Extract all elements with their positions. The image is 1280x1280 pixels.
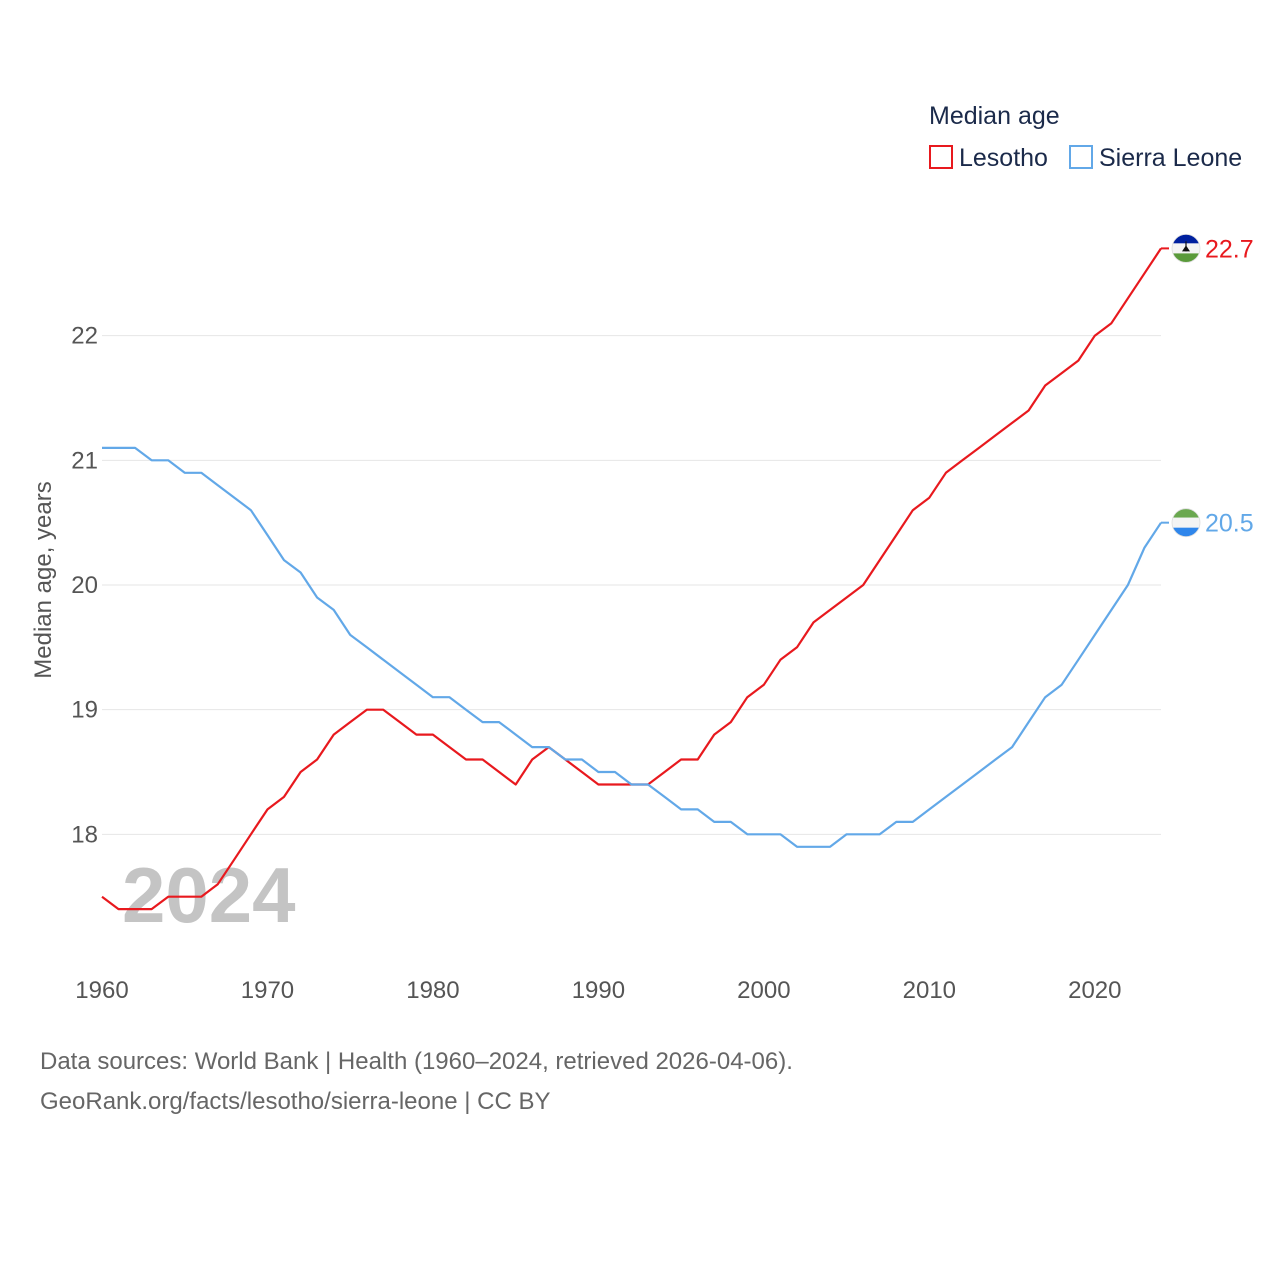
lesotho-flag-icon — [1171, 233, 1201, 263]
y-tick-label: 20 — [71, 572, 98, 599]
x-tick-label: 1970 — [241, 977, 294, 1004]
series-line-sierra-leone[interactable] — [102, 446, 1162, 848]
y-tick-label: 22 — [71, 323, 98, 350]
legend-item-lesotho[interactable]: Lesotho — [929, 144, 1048, 172]
end-value-label-sierra-leone: 20.5 — [1205, 510, 1254, 538]
y-tick-label: 19 — [71, 697, 98, 724]
y-tick-label: 21 — [71, 447, 98, 474]
y-tick-label: 18 — [71, 821, 98, 848]
sierra-leone-flag-icon — [1171, 508, 1201, 538]
source-line: Data sources: World Bank | Health (1960–… — [40, 1048, 793, 1075]
x-tick-label: 1980 — [406, 977, 459, 1004]
series-lines — [101, 247, 1162, 911]
x-axis-ticks: 1960 1970 1980 1990 2000 2010 2020 — [75, 977, 1121, 1004]
x-tick-label: 2000 — [737, 977, 790, 1004]
legend-title: Median age — [929, 102, 1060, 130]
legend-label-sierra-leone: Sierra Leone — [1099, 144, 1242, 172]
series-end-markers: 22.7 20.5 — [1161, 233, 1254, 538]
legend-item-sierra-leone[interactable]: Sierra Leone — [1069, 144, 1242, 172]
source-note: Data sources: World Bank | Health (1960–… — [40, 1042, 793, 1122]
source-url: GeoRank.org/facts/lesotho/sierra-leone |… — [40, 1088, 551, 1115]
gridlines — [102, 335, 1161, 835]
y-axis-ticks: 18 19 20 21 22 — [71, 323, 98, 849]
end-value-label-lesotho: 22.7 — [1205, 235, 1254, 263]
legend-swatch-lesotho — [929, 145, 953, 169]
legend-label-lesotho: Lesotho — [959, 144, 1048, 172]
legend-swatch-sierra-leone — [1069, 145, 1093, 169]
x-tick-label: 2010 — [903, 977, 956, 1004]
series-line-lesotho[interactable] — [101, 247, 1162, 911]
legend: Median age Lesotho Sierra Leone — [929, 102, 1242, 172]
year-watermark: 2024 — [122, 851, 296, 939]
x-tick-label: 2020 — [1068, 977, 1121, 1004]
x-tick-label: 1960 — [75, 977, 128, 1004]
x-tick-label: 1990 — [572, 977, 625, 1004]
y-axis-label: Median age, years — [30, 481, 57, 678]
